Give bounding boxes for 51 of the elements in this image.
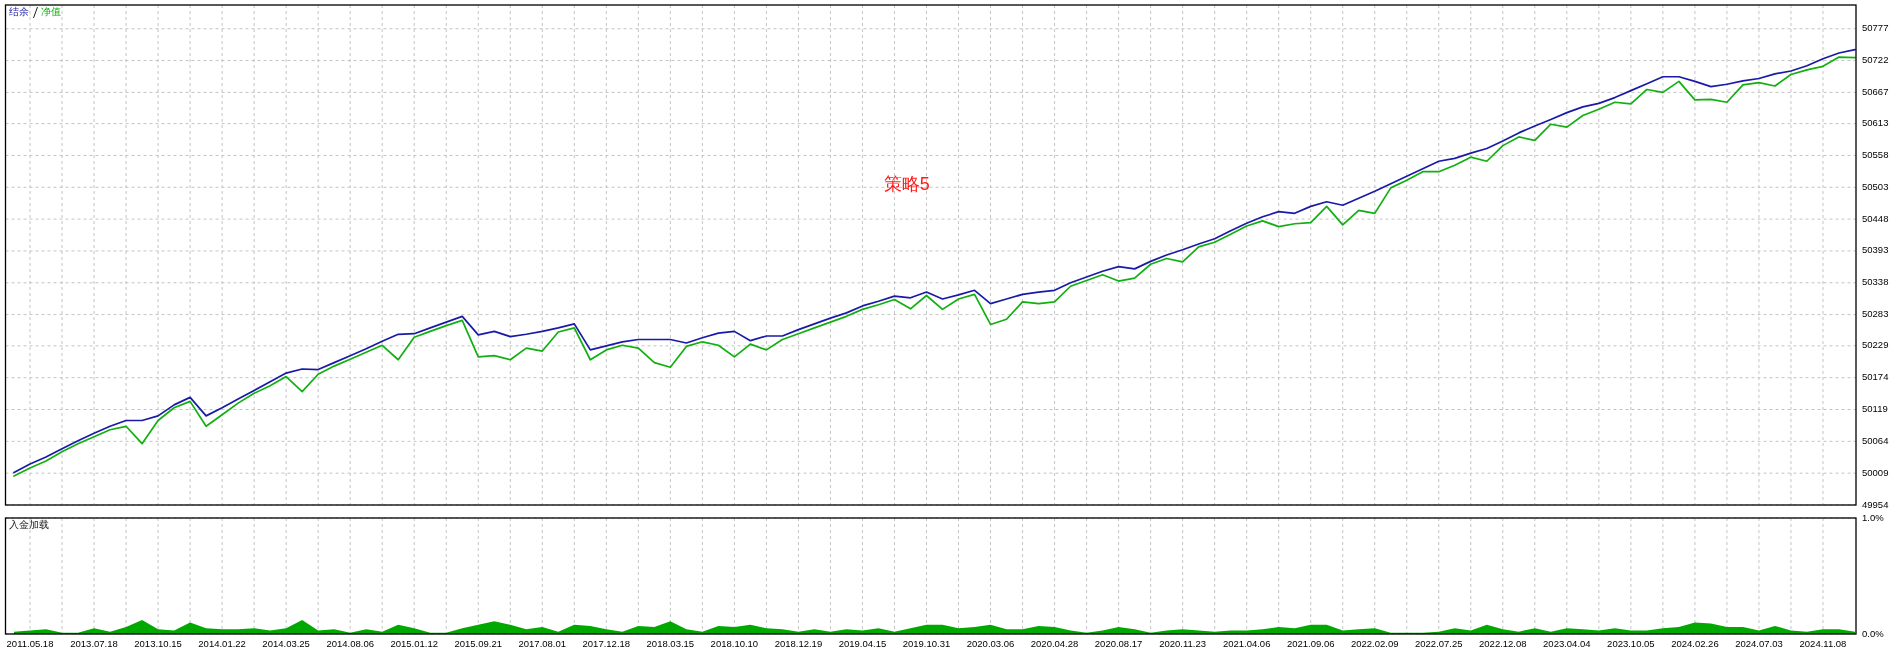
x-tick-label: 2013.10.15 — [134, 637, 182, 649]
x-tick-label: 2021.09.06 — [1286, 637, 1335, 649]
y-tick-label: 50722 — [1862, 54, 1889, 66]
x-tick-label: 2019.04.15 — [838, 637, 887, 649]
x-tick-label: 2015.09.21 — [454, 637, 503, 649]
y-tick-label: 50558 — [1862, 148, 1889, 160]
y-tick-label: 50009 — [1862, 466, 1889, 478]
x-tick-label: 2020.03.06 — [966, 637, 1015, 649]
chart-title: 入金加载 — [8, 519, 49, 530]
x-tick-label: 2018.12.19 — [774, 637, 823, 649]
x-tick-label: 2021.04.06 — [1222, 637, 1271, 649]
text: 结余 — [8, 6, 29, 17]
x-tick-label: 2020.08.17 — [1094, 637, 1143, 649]
y-tick-label: 50283 — [1862, 308, 1889, 320]
y-tick-label: 50777 — [1862, 22, 1889, 34]
y-tick-label: 0.0% — [1862, 627, 1885, 639]
y-tick-label: 50064 — [1862, 434, 1889, 446]
x-tick-label: 2011.05.18 — [6, 637, 54, 649]
x-tick-label: 2020.11.23 — [1159, 637, 1207, 649]
x-tick-label: 2014.08.06 — [326, 637, 374, 649]
x-tick-label: 2017.12.18 — [582, 637, 631, 649]
y-tick-label: 50119 — [1862, 403, 1888, 415]
x-tick-label: 2019.10.31 — [902, 637, 951, 649]
x-tick-label: 2015.01.12 — [390, 637, 438, 649]
y-tick-label: 50448 — [1862, 212, 1889, 224]
y-tick-label: 49954 — [1862, 498, 1889, 510]
x-tick-label: 2018.10.10 — [710, 637, 759, 649]
y-tick-label: 50393 — [1862, 244, 1889, 256]
x-tick-label: 2022.07.25 — [1415, 637, 1463, 649]
x-tick-label: 2020.04.28 — [1030, 637, 1079, 649]
x-tick-label: 2022.02.09 — [1350, 637, 1399, 649]
x-tick-label: 2014.01.22 — [198, 637, 246, 649]
y-tick-label: 50667 — [1862, 85, 1889, 97]
text: 净值 — [40, 6, 61, 17]
y-tick-label: 50229 — [1862, 339, 1889, 351]
x-tick-label: 2024.07.03 — [1735, 637, 1783, 649]
x-tick-label: 2018.03.15 — [646, 637, 695, 649]
text: 策略5 — [883, 174, 930, 194]
x-tick-label: 2013.07.18 — [70, 637, 118, 649]
x-tick-label: 2023.10.05 — [1607, 637, 1655, 649]
x-tick-label: 2017.08.01 — [518, 637, 567, 649]
x-tick-label: 2024.11.08 — [1799, 637, 1847, 649]
y-tick-label: 50174 — [1862, 371, 1889, 383]
x-tick-label: 2022.12.08 — [1479, 637, 1527, 649]
y-tick-label: 50338 — [1862, 276, 1889, 288]
y-tick-label: 50613 — [1862, 117, 1889, 129]
y-tick-label: 1.0% — [1862, 511, 1885, 523]
x-tick-label: 2014.03.25 — [262, 637, 310, 649]
x-tick-label: 2023.04.04 — [1543, 637, 1591, 649]
y-tick-label: 50503 — [1862, 180, 1889, 192]
x-tick-label: 2024.02.26 — [1671, 637, 1719, 649]
